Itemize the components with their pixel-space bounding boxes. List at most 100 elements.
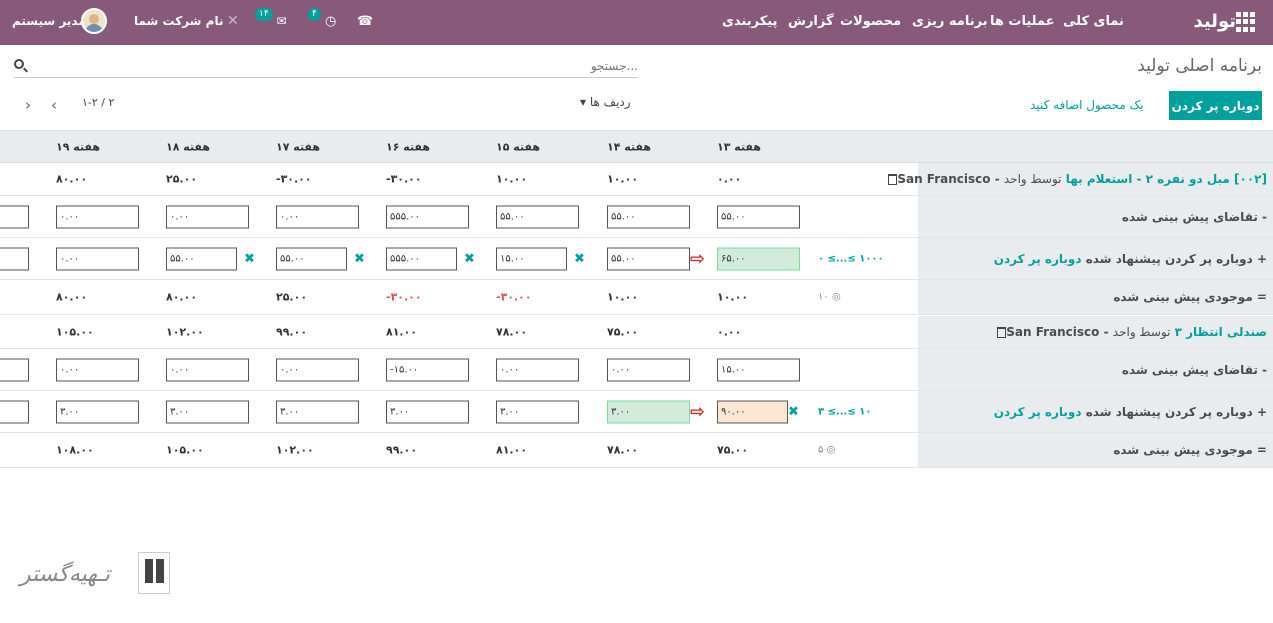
search-icon[interactable] [14,59,24,69]
demand-input[interactable] [56,358,139,381]
product-name[interactable]: صندلی انتظار ۳ [1174,325,1267,339]
total-value: ۲۵.۰۰ [166,172,198,186]
safety-value: ۵ [818,444,824,456]
apps-grid-icon[interactable] [1236,12,1256,32]
demand-input[interactable] [166,358,249,381]
demand-input-overflow[interactable] [0,358,29,381]
rows-dropdown[interactable]: ▾ ردیف ها [580,95,631,109]
phone-icon[interactable]: ☎ [357,14,374,29]
reset-x-icon[interactable]: ✖ [788,404,799,419]
min-max-range[interactable]: ۰ ≤...≤ ۱۰۰۰ [818,253,884,264]
total-value: ۸۱.۰۰ [386,325,418,339]
demand-input[interactable] [717,205,800,228]
replenish-input[interactable] [166,400,249,423]
total-value: ۱۰.۰۰ [496,172,528,186]
safety-value: ۱۰ [818,291,829,303]
stock-value: ۸۱.۰۰ [496,443,528,457]
week-header: هفته ۱۳ [717,140,761,153]
menu-overview[interactable]: نمای کلی [1063,14,1124,29]
demand-input[interactable] [276,205,359,228]
week-header: هفته ۱۹ [56,140,100,153]
replenish-input[interactable] [496,400,579,423]
demand-input[interactable] [607,205,690,228]
replenish-input[interactable] [276,247,347,270]
unit-label: توسط واحد [1003,172,1062,186]
replenish-label: + دوباره پر کردن پیشنهاد شده دوباره پر ک… [918,238,1273,279]
replenish-link[interactable]: دوباره پر کردن [993,251,1082,266]
product-title[interactable]: [۰۰۲] مبل دو نفره ۲ - استعلام بها توسط و… [884,172,1267,186]
stock-value: ۷۵.۰۰ [717,443,749,457]
search-input[interactable] [78,55,638,77]
replenish-input[interactable] [717,400,788,423]
reset-x-icon[interactable]: ✖ [574,251,585,266]
add-product-button[interactable]: یک محصول اضافه کنید [1030,91,1144,120]
close-icon[interactable]: ✕ [227,13,239,29]
company-name[interactable]: نام شرکت شما [134,14,224,28]
reset-x-icon[interactable]: ✖ [464,251,475,266]
demand-input[interactable] [386,205,469,228]
product-title[interactable]: صندلی انتظار ۳ توسط واحد - San Francisco [993,325,1267,339]
safety-stock[interactable]: ۵ ◎ [818,445,835,456]
reset-x-icon[interactable]: ✖ [354,251,365,266]
stock-text: = موجودی پیش بینی شده [1113,290,1267,304]
pager-next-icon[interactable]: › [25,96,31,114]
activity-badge: ۴ [308,8,321,21]
product-name[interactable]: [۰۰۲] مبل دو نفره ۲ - استعلام بها [1065,172,1267,186]
replenish-input[interactable] [496,247,567,270]
demand-input[interactable] [717,358,800,381]
demand-input[interactable] [276,358,359,381]
replenish-input[interactable] [607,400,690,423]
avatar[interactable] [81,8,107,34]
replenish-input[interactable] [56,400,139,423]
replenish-input[interactable] [717,247,800,270]
stock-value: ۱۰۸.۰۰ [56,443,94,457]
location-label: San Francisco [897,172,991,186]
replenish-input-overflow[interactable] [0,247,29,270]
chat-button[interactable]: ۱۴ ✉ [255,0,287,45]
product-row: صندلی انتظار ۳ توسط واحد - San Francisco… [0,316,1273,349]
menu-operations[interactable]: عملیات ها [990,14,1055,29]
replenish-input-overflow[interactable] [0,400,29,423]
safety-stock[interactable]: ۱۰ ◎ [818,292,841,303]
replenish-input[interactable] [276,400,359,423]
app-brand[interactable]: تولید [1193,11,1236,32]
total-value: ۸۰.۰۰ [56,172,88,186]
total-value: ۹۹.۰۰ [276,325,308,339]
demand-input[interactable] [496,358,579,381]
replenish-text: + دوباره پر کردن پیشنهاد شده دوباره پر ک… [994,252,1267,266]
rows-label: ردیف ها [589,95,631,109]
replenish-input[interactable] [386,400,469,423]
replenish-link[interactable]: دوباره پر کردن [993,404,1082,419]
menu-configuration[interactable]: پیکربندی [722,14,778,29]
replenish-input[interactable] [607,247,690,270]
min-max-range[interactable]: ۳ ≤...≤ ۱۰ [818,406,872,417]
watermark-logo: تـهیه‌گستر [20,552,170,600]
demand-input-overflow[interactable] [0,205,29,228]
search-bar[interactable] [14,55,638,78]
page-title: برنامه اصلی تولید [1137,56,1262,76]
pager-value[interactable]: ۱-۲ / ۲ [82,96,115,109]
replenish-input[interactable] [166,247,237,270]
reset-x-icon[interactable]: ✖ [244,251,255,266]
replenish-input[interactable] [386,247,457,270]
chat-badge: ۱۴ [255,8,273,21]
activity-button[interactable]: ۴ ◷ [308,0,336,45]
replenish-button[interactable]: دوباره پر کردن [1169,91,1262,120]
menu-products[interactable]: محصولات [840,14,902,29]
user-name[interactable]: مدیر سیستم [12,14,86,28]
unit-label: توسط واحد [1112,325,1171,339]
replenish-input[interactable] [56,247,139,270]
menu-planning[interactable]: برنامه ریزی [912,14,988,29]
pager-prev-icon[interactable]: ‹ [51,96,57,114]
trash-icon[interactable] [888,174,898,185]
red-arrow-icon: ⇨ [690,248,706,269]
demand-input[interactable] [56,205,139,228]
demand-input[interactable] [496,205,579,228]
trash-icon[interactable] [997,327,1007,338]
week-header: هفته ۱۵ [496,140,540,153]
demand-input[interactable] [607,358,690,381]
demand-input[interactable] [166,205,249,228]
stock-value: ۱۰.۰۰ [607,290,639,304]
menu-reporting[interactable]: گزارش [788,14,834,29]
demand-input[interactable] [386,358,469,381]
